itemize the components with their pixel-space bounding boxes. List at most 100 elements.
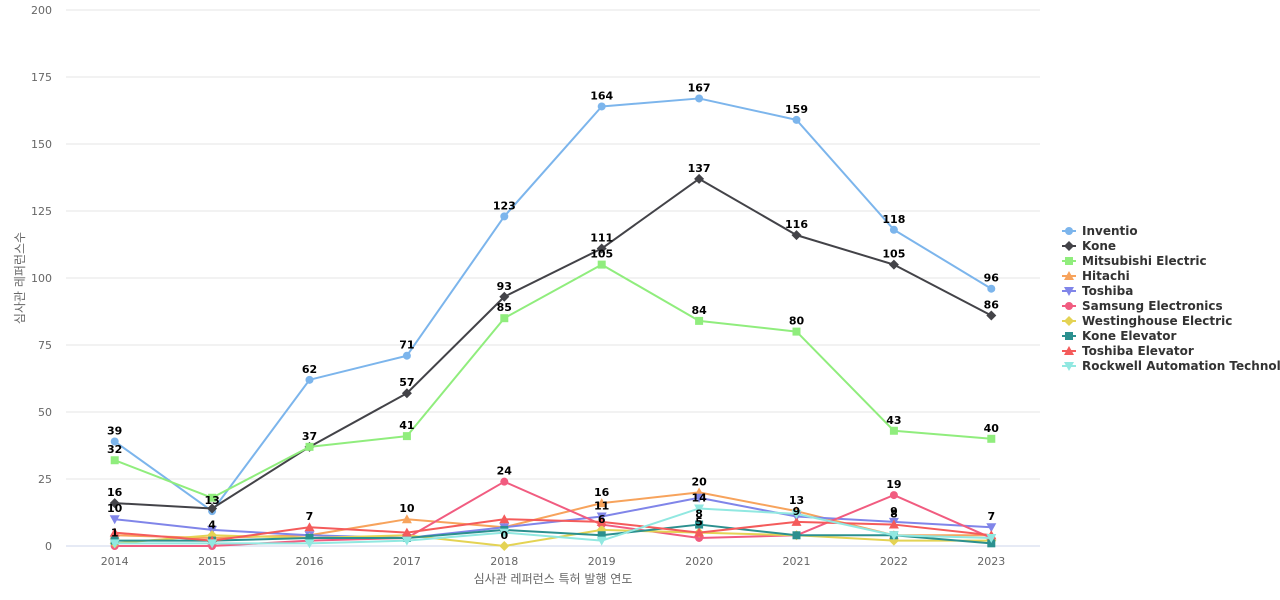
data-point-marker[interactable] <box>305 533 314 542</box>
data-point-marker[interactable] <box>109 539 120 549</box>
data-point-marker[interactable] <box>401 514 412 524</box>
x-tick-label: 2019 <box>588 555 616 568</box>
data-point-marker[interactable] <box>695 316 704 325</box>
legend-label: Hitachi <box>1082 269 1130 283</box>
data-point-marker[interactable] <box>791 516 802 526</box>
data-label: 4 <box>208 518 216 531</box>
data-point-marker[interactable] <box>401 536 412 546</box>
data-point-marker[interactable] <box>694 504 705 514</box>
x-tick-label: 2022 <box>880 555 908 568</box>
data-point-marker[interactable] <box>401 388 412 399</box>
data-point-marker[interactable] <box>500 212 509 221</box>
data-point-marker[interactable] <box>207 503 218 514</box>
data-point-marker[interactable] <box>792 327 801 336</box>
data-point-marker[interactable] <box>986 310 997 321</box>
data-point-marker[interactable] <box>888 531 899 541</box>
data-point-marker[interactable] <box>791 509 802 519</box>
data-point-marker[interactable] <box>208 493 217 502</box>
data-point-marker[interactable] <box>694 493 705 503</box>
x-tick-label: 2021 <box>783 555 811 568</box>
data-point-marker[interactable] <box>499 528 510 538</box>
legend-item[interactable]: Mitsubishi Electric <box>1062 254 1207 268</box>
data-label: 118 <box>882 213 905 226</box>
data-point-marker[interactable] <box>597 531 606 540</box>
legend-item[interactable]: Kone Elevator <box>1062 329 1177 343</box>
data-point-marker[interactable] <box>889 491 898 500</box>
series-line[interactable] <box>114 97 992 513</box>
data-point-marker[interactable] <box>402 432 411 441</box>
data-point-marker[interactable] <box>596 243 607 254</box>
series-line[interactable] <box>114 507 992 545</box>
legend-item[interactable]: Rockwell Automation Technol... <box>1062 359 1280 373</box>
data-point-marker[interactable] <box>500 477 509 486</box>
data-point-marker[interactable] <box>109 515 120 525</box>
data-point-marker[interactable] <box>304 522 315 532</box>
y-tick-label: 200 <box>31 4 52 17</box>
data-point-marker <box>1065 332 1073 340</box>
legend-item[interactable]: Toshiba <box>1062 284 1133 298</box>
data-label: 137 <box>688 162 711 175</box>
data-point-marker[interactable] <box>109 498 120 509</box>
legend-item[interactable]: Kone <box>1062 239 1116 253</box>
data-label: 10 <box>399 502 415 515</box>
legend-label: Kone <box>1082 239 1116 253</box>
data-point-marker[interactable] <box>401 527 412 537</box>
data-point-marker[interactable] <box>109 527 120 537</box>
series-line[interactable] <box>114 496 992 539</box>
data-point-marker[interactable] <box>596 498 607 508</box>
legend-item[interactable]: Westinghouse Electric <box>1062 314 1232 328</box>
series-line[interactable] <box>114 528 992 547</box>
data-point-marker[interactable] <box>888 259 899 270</box>
data-point-marker[interactable] <box>695 520 704 529</box>
data-label: 0 <box>500 529 508 542</box>
data-point-marker[interactable] <box>986 533 997 543</box>
data-point-marker[interactable] <box>695 94 704 103</box>
data-label: 86 <box>984 299 1000 312</box>
data-point-marker[interactable] <box>500 314 509 323</box>
data-point-marker[interactable] <box>596 536 607 546</box>
data-point-marker[interactable] <box>304 539 315 549</box>
data-point-marker[interactable] <box>889 426 898 435</box>
data-point-marker[interactable] <box>110 456 119 465</box>
data-point-marker[interactable] <box>597 102 606 111</box>
data-label: 16 <box>107 486 123 499</box>
data-point-marker[interactable] <box>597 260 606 269</box>
legend-label: Mitsubishi Electric <box>1082 254 1207 268</box>
data-point-marker[interactable] <box>402 351 411 360</box>
data-point-marker[interactable] <box>499 514 510 524</box>
data-point-marker[interactable] <box>305 375 314 384</box>
data-label: 1 <box>111 526 119 539</box>
data-point-marker[interactable] <box>986 523 997 533</box>
data-point-marker[interactable] <box>791 230 802 241</box>
series-line[interactable] <box>114 177 992 510</box>
series-line[interactable] <box>114 263 992 499</box>
data-point-marker[interactable] <box>792 115 801 124</box>
data-point-marker[interactable] <box>987 284 996 293</box>
data-point-marker[interactable] <box>888 519 899 529</box>
data-point-marker[interactable] <box>207 539 218 549</box>
data-point-marker <box>1065 302 1073 310</box>
data-point-marker[interactable] <box>305 442 314 451</box>
data-point-marker[interactable] <box>889 225 898 234</box>
data-label: 164 <box>590 89 613 102</box>
legend-item[interactable]: Hitachi <box>1062 269 1130 283</box>
data-label: 40 <box>984 422 1000 435</box>
series-line[interactable] <box>114 523 992 545</box>
legend-item[interactable]: Inventio <box>1062 224 1138 238</box>
data-point-marker[interactable] <box>694 173 705 184</box>
data-point-marker[interactable] <box>596 516 607 526</box>
data-point-marker[interactable] <box>499 541 510 551</box>
data-point-marker[interactable] <box>499 291 510 302</box>
legend-item[interactable]: Toshiba Elevator <box>1062 344 1194 358</box>
data-point-marker[interactable] <box>110 437 119 446</box>
data-point-marker[interactable] <box>987 539 996 548</box>
legend-item[interactable]: Samsung Electronics <box>1062 299 1223 313</box>
x-tick-label: 2020 <box>685 555 713 568</box>
data-point-marker[interactable] <box>694 527 705 537</box>
data-point-marker[interactable] <box>987 434 996 443</box>
data-point-marker[interactable] <box>792 531 801 540</box>
series-line[interactable] <box>114 518 992 542</box>
